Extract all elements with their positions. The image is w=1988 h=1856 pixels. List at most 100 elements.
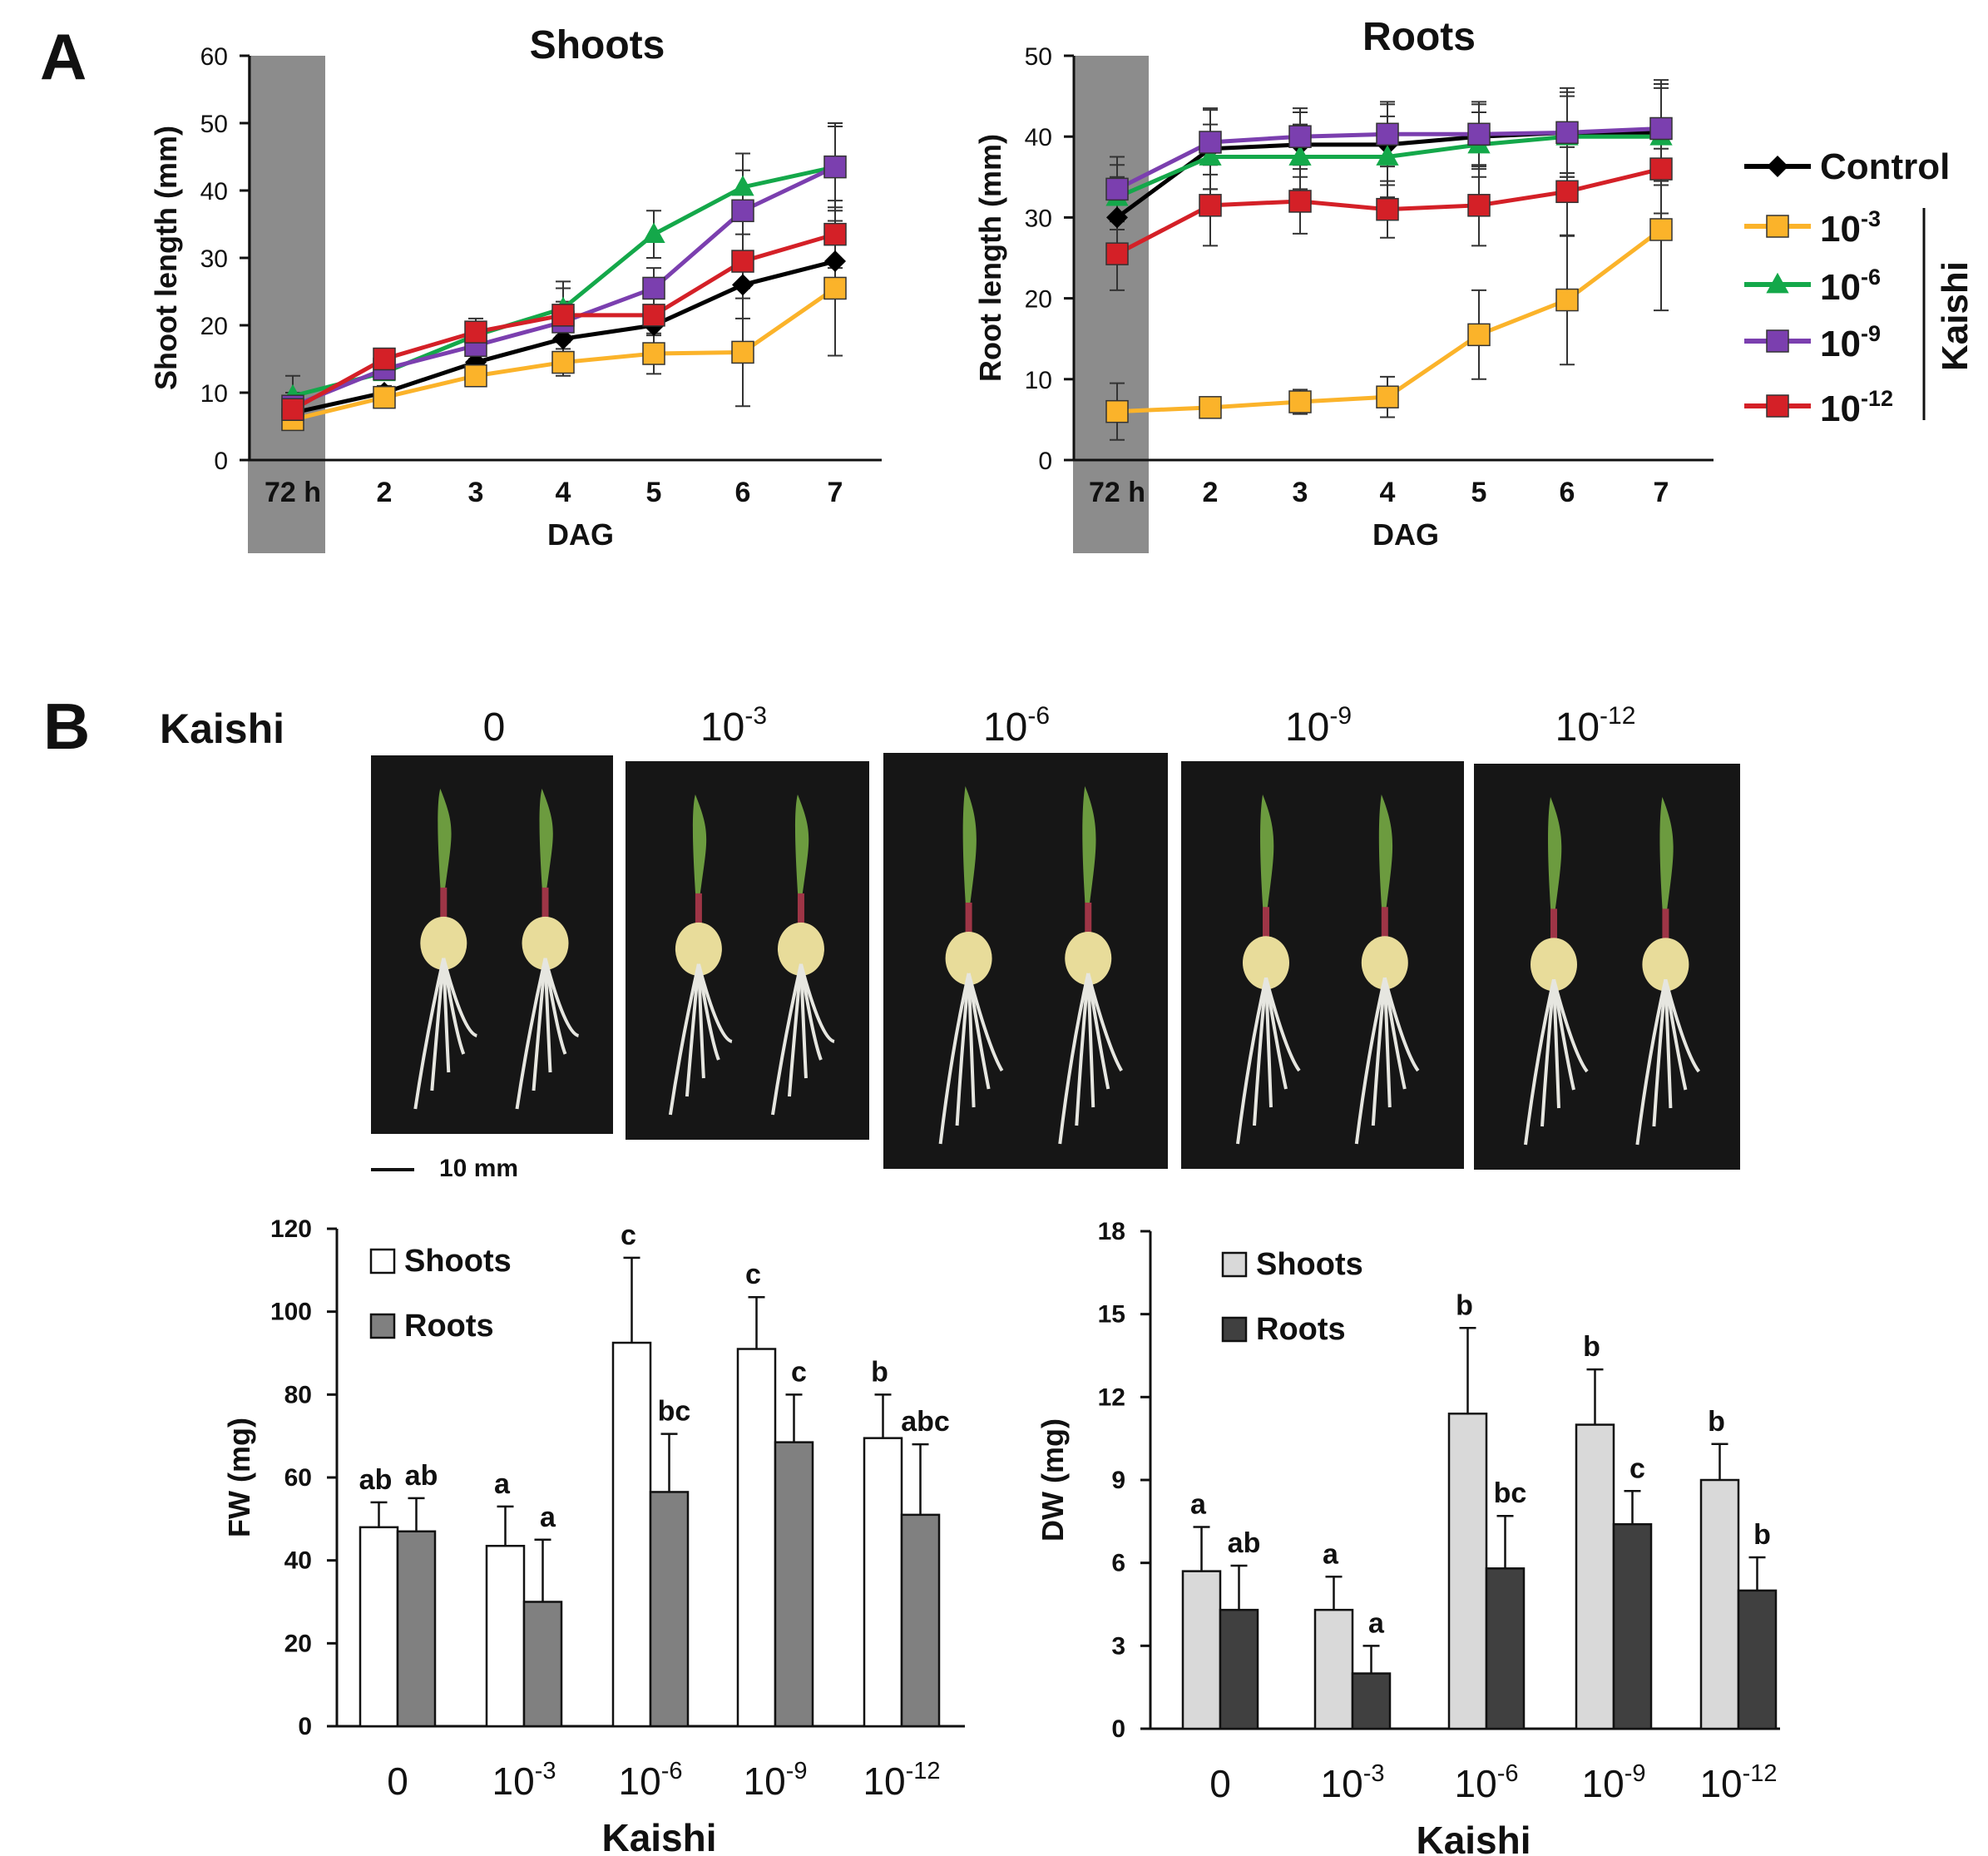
data-point — [373, 347, 396, 371]
root — [1552, 979, 1560, 1109]
category-label: 0 — [1209, 1762, 1231, 1805]
seed — [1531, 938, 1577, 992]
bar — [1351, 1672, 1392, 1730]
root — [413, 958, 446, 1110]
x-tick-label: 3 — [468, 477, 484, 508]
y-axis-label: DW (mg) — [1036, 1418, 1070, 1542]
root — [696, 963, 705, 1079]
data-point — [731, 340, 754, 364]
series-line — [1116, 227, 1663, 414]
y-tick-label: 40 — [200, 178, 228, 205]
data-point — [1106, 206, 1128, 229]
y-tick-label: 40 — [284, 1547, 312, 1575]
data-point — [1105, 242, 1129, 265]
seed — [945, 932, 992, 985]
data-point — [1555, 288, 1579, 312]
y-tick-label: 12 — [1098, 1383, 1125, 1411]
y-axis-label: Root length (mm) — [973, 134, 1007, 382]
significance-letter: b — [1753, 1519, 1771, 1551]
x-axis-label: Kaishi — [601, 1816, 716, 1856]
x-tick-label: 5 — [646, 477, 662, 508]
photo-label: 10-3 — [700, 702, 767, 750]
legend-swatch — [369, 1313, 396, 1339]
data-point — [1199, 145, 1222, 166]
seed — [1361, 936, 1408, 990]
category-label: 10-12 — [863, 1758, 940, 1803]
data-point — [823, 222, 847, 246]
y-axis-label: Shoot length (mm) — [149, 126, 183, 390]
y-tick-label: 15 — [1098, 1301, 1125, 1329]
root — [685, 963, 700, 1097]
bar — [900, 1513, 941, 1728]
root — [1524, 978, 1555, 1146]
root — [1635, 978, 1668, 1146]
chart-title: Roots — [1362, 15, 1476, 59]
bar — [1447, 1413, 1488, 1730]
root — [1086, 973, 1095, 1108]
photo-panel — [371, 755, 613, 1134]
root — [799, 963, 808, 1079]
y-tick-label: 120 — [270, 1215, 312, 1243]
seed — [522, 916, 569, 970]
legend-marker — [1766, 329, 1789, 353]
significance-letter: c — [745, 1259, 761, 1290]
x-tick-label: 6 — [735, 477, 751, 508]
y-tick-label: 50 — [200, 111, 228, 138]
significance-letter: b — [871, 1356, 888, 1388]
panel-letter-a: A — [40, 20, 87, 93]
significance-letter: a — [1368, 1607, 1385, 1639]
y-tick-label: 60 — [284, 1464, 312, 1492]
photo-panel — [883, 753, 1168, 1169]
root — [430, 958, 446, 1091]
root — [1354, 977, 1387, 1145]
legend-marker — [1766, 272, 1789, 294]
photo-panel — [1181, 761, 1464, 1169]
root — [1371, 977, 1387, 1126]
y-tick-label: 0 — [1038, 448, 1052, 475]
seed — [1065, 932, 1112, 985]
category-label: 10-3 — [492, 1758, 556, 1803]
category-label: 10-6 — [1455, 1760, 1519, 1805]
root — [668, 963, 700, 1116]
x-tick-label: 7 — [1654, 477, 1669, 508]
data-point — [1555, 121, 1579, 145]
root — [1264, 977, 1301, 1072]
root — [1552, 978, 1589, 1073]
data-point — [642, 222, 665, 244]
root — [967, 973, 976, 1108]
y-tick-label: 0 — [1111, 1715, 1125, 1743]
bar — [736, 1348, 777, 1728]
root — [1058, 973, 1090, 1145]
root — [1652, 979, 1668, 1127]
significance-letter: c — [1629, 1453, 1645, 1484]
data-point — [1376, 385, 1399, 408]
data-point — [1649, 218, 1673, 241]
root — [1075, 973, 1090, 1126]
x-axis-label: DAG — [1372, 517, 1439, 552]
x-axis-label: Kaishi — [1416, 1819, 1531, 1856]
significance-letter: c — [791, 1356, 807, 1388]
y-tick-label: 80 — [284, 1381, 312, 1408]
y-tick-label: 10 — [200, 380, 228, 408]
x-axis-label: DAG — [547, 517, 614, 552]
data-point — [1555, 180, 1579, 204]
root — [1664, 979, 1688, 1091]
shaded-region — [248, 56, 325, 553]
fw-bar-chart: 0 20 40 60 80 100 120 FW (mg) Kaishi 0 ab ab 10-3 aa 1… — [222, 1215, 965, 1856]
seed — [777, 922, 824, 976]
legend: Control 10-3 10-6 10-9 10-12 Kaishi — [1744, 146, 1976, 429]
data-point — [464, 320, 487, 344]
data-point — [642, 342, 665, 365]
root — [1086, 973, 1110, 1090]
y-tick-label: 0 — [298, 1713, 312, 1740]
significance-letter: ab — [405, 1460, 438, 1492]
roots-line-chart: 0 10 20 30 40 50 72 h 2 3 4 5 6 7 DAG Root length (mm)… — [973, 15, 1714, 553]
category-label: 10-6 — [619, 1758, 683, 1803]
y-tick-label: 18 — [1098, 1218, 1125, 1245]
significance-letter: a — [1323, 1538, 1339, 1570]
seed — [1642, 938, 1689, 992]
significance-letter: b — [1708, 1406, 1725, 1438]
y-tick-label: 0 — [214, 448, 228, 475]
data-point — [373, 385, 396, 409]
data-point — [731, 175, 754, 196]
